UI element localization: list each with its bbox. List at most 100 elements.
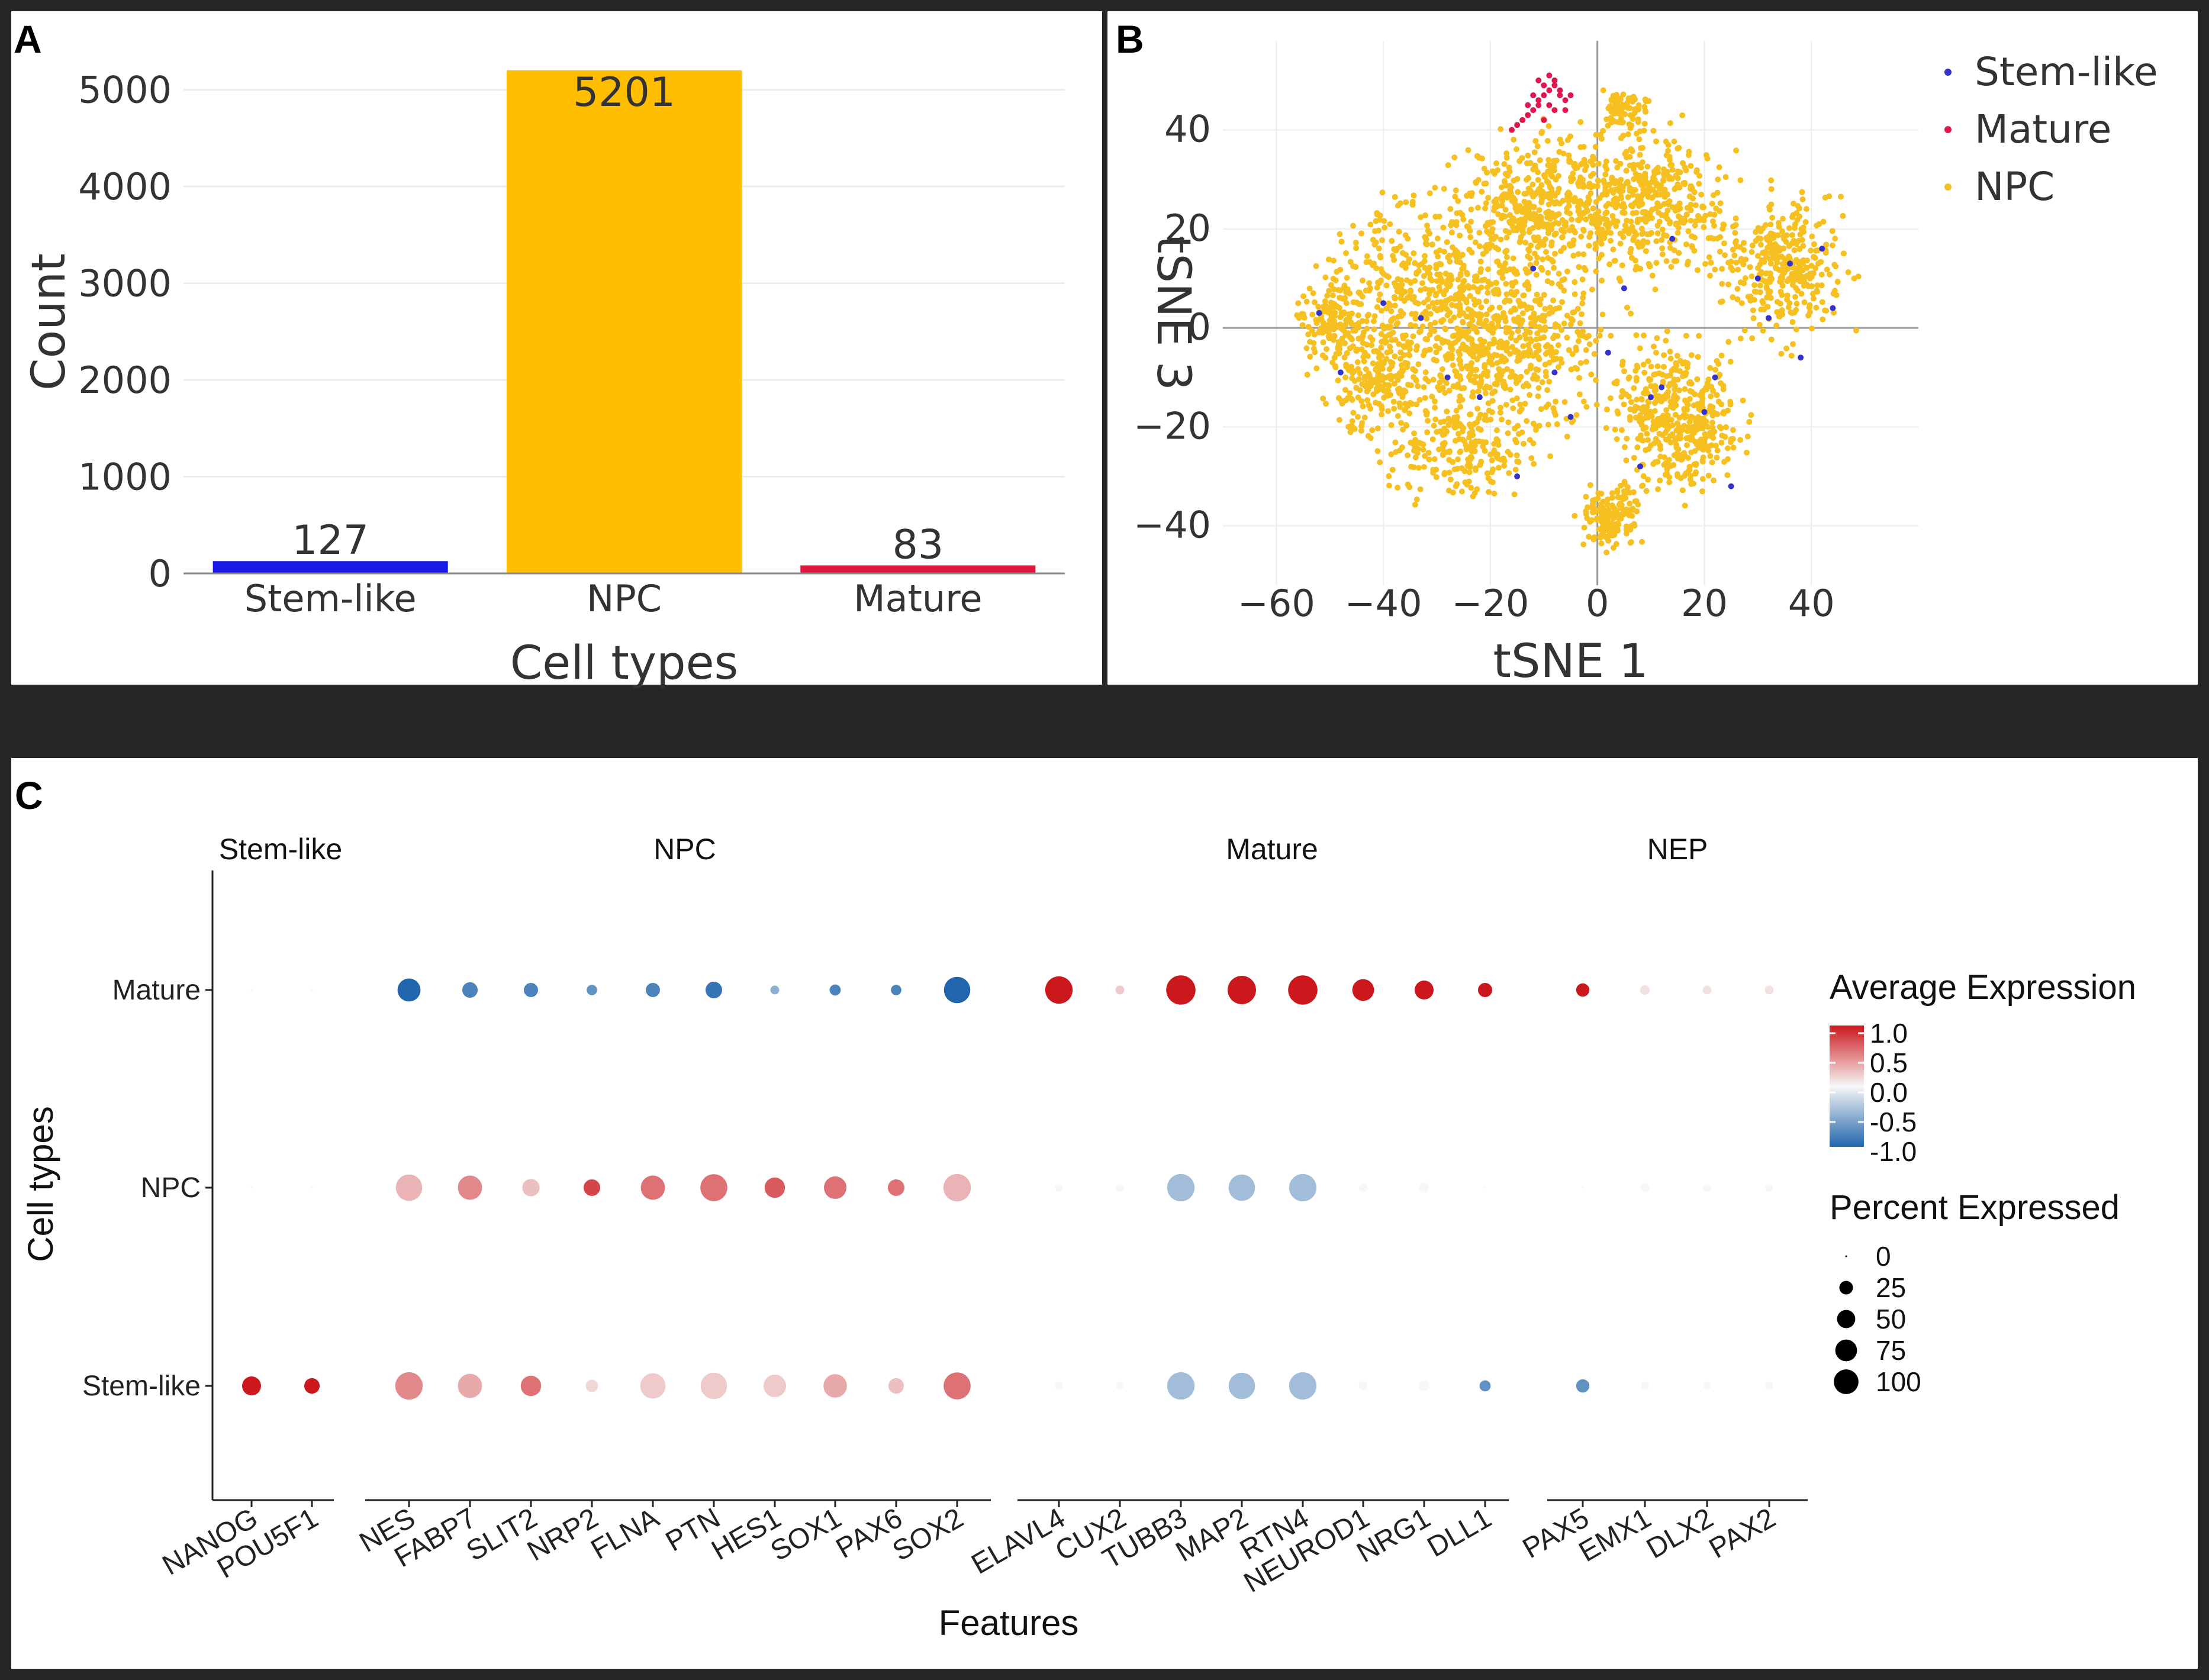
npc-point	[1336, 417, 1342, 423]
npc-point	[1650, 343, 1657, 350]
npc-point	[1303, 345, 1310, 352]
npc-point	[1738, 256, 1744, 262]
npc-point	[1392, 194, 1398, 200]
dot-dll1-stem-like	[1479, 1380, 1491, 1392]
npc-point	[1675, 473, 1681, 479]
dot-nrp2-npc	[583, 1179, 601, 1197]
npc-point	[1452, 247, 1458, 253]
npc-point	[1409, 311, 1415, 317]
npc-point	[1472, 467, 1479, 473]
npc-point	[1692, 391, 1698, 398]
npc-point	[1754, 265, 1761, 271]
npc-point	[1392, 439, 1399, 446]
npc-point	[1593, 337, 1599, 344]
legend-marker-stem-like	[1944, 69, 1952, 76]
npc-point	[1445, 351, 1452, 357]
npc-point	[1503, 401, 1509, 408]
npc-point	[1354, 359, 1361, 366]
npc-point	[1545, 401, 1551, 408]
stem-like-point	[1605, 349, 1611, 356]
npc-point	[1840, 250, 1847, 257]
npc-point	[1527, 215, 1534, 221]
npc-point	[1673, 362, 1680, 369]
npc-point	[1525, 185, 1532, 192]
npc-point	[1598, 532, 1604, 538]
npc-point	[1485, 345, 1491, 352]
npc-point	[1470, 493, 1476, 499]
x-tick-label: NPC	[587, 577, 662, 620]
npc-point	[1664, 207, 1671, 214]
npc-point	[1710, 388, 1717, 394]
npc-point	[1377, 254, 1384, 261]
npc-point	[1621, 368, 1628, 375]
npc-point	[1444, 449, 1450, 456]
npc-point	[1808, 247, 1814, 254]
npc-point	[1832, 236, 1838, 242]
npc-point	[1338, 312, 1345, 319]
npc-point	[1355, 414, 1361, 420]
npc-point	[1804, 282, 1810, 288]
npc-point	[1608, 333, 1614, 339]
legend-marker-npc	[1944, 183, 1952, 191]
npc-point	[1468, 485, 1474, 491]
npc-point	[1725, 281, 1732, 288]
npc-point	[1536, 423, 1543, 429]
npc-point	[1492, 233, 1499, 240]
npc-point	[1776, 224, 1782, 230]
npc-point	[1702, 212, 1709, 219]
npc-point	[1733, 215, 1739, 222]
npc-point	[1445, 272, 1452, 279]
npc-point	[1692, 202, 1699, 208]
npc-point	[1330, 275, 1337, 282]
npc-point	[1626, 374, 1632, 381]
npc-point	[1732, 230, 1738, 236]
npc-point	[1530, 211, 1537, 217]
npc-point	[1583, 163, 1589, 169]
npc-point	[1452, 424, 1458, 431]
npc-point	[1695, 213, 1702, 220]
npc-point	[1837, 194, 1844, 200]
npc-point	[1498, 236, 1504, 243]
npc-point	[1548, 189, 1555, 195]
npc-point	[1399, 444, 1405, 450]
npc-point	[1572, 161, 1578, 167]
npc-point	[1810, 270, 1817, 276]
npc-point	[1341, 354, 1348, 361]
npc-point	[1368, 342, 1375, 349]
npc-point	[1552, 412, 1558, 418]
npc-point	[1457, 393, 1463, 399]
npc-point	[1701, 417, 1707, 423]
npc-point	[1427, 346, 1434, 353]
npc-point	[1796, 213, 1803, 220]
npc-point	[1471, 379, 1478, 386]
npc-point	[1437, 288, 1444, 294]
npc-point	[1613, 541, 1619, 547]
npc-point	[1481, 276, 1487, 283]
npc-point	[1408, 289, 1414, 295]
npc-point	[1466, 469, 1473, 475]
npc-point	[1445, 278, 1452, 285]
dot-nes-stem-like	[395, 1372, 423, 1400]
npc-point	[1606, 525, 1613, 532]
npc-point	[1389, 238, 1395, 244]
stem-like-point	[1337, 369, 1344, 376]
npc-point	[1587, 190, 1594, 196]
npc-point	[1482, 205, 1489, 212]
npc-point	[1474, 405, 1481, 412]
npc-point	[1359, 335, 1366, 341]
npc-point	[1621, 479, 1628, 485]
npc-point	[1760, 300, 1766, 307]
npc-point	[1509, 344, 1516, 350]
npc-point	[1460, 320, 1466, 326]
npc-point	[1498, 184, 1505, 191]
npc-point	[1350, 327, 1357, 334]
npc-point	[1512, 437, 1518, 443]
npc-point	[1712, 443, 1719, 449]
npc-point	[1709, 201, 1715, 207]
npc-point	[1572, 291, 1578, 298]
npc-point	[1587, 482, 1593, 488]
npc-point	[1432, 404, 1438, 411]
npc-point	[1531, 310, 1537, 317]
npc-point	[1802, 219, 1809, 225]
npc-point	[1441, 186, 1447, 192]
